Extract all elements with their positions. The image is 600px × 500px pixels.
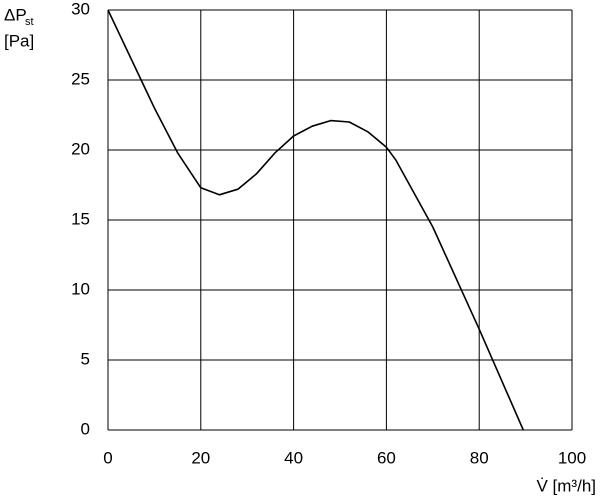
y-axis-subscript: st	[25, 16, 34, 28]
x-tick-label: 40	[284, 448, 303, 467]
x-tick-label: 60	[377, 448, 396, 467]
x-axis-label: V̇ [m³/h]	[536, 476, 596, 495]
y-axis-symbol: ΔP	[4, 5, 27, 24]
x-tick-label: 100	[558, 448, 586, 467]
y-tick-label: 5	[81, 349, 90, 368]
y-tick-label: 30	[71, 0, 90, 18]
y-tick-label: 0	[81, 419, 90, 438]
x-tick-label: 20	[191, 448, 210, 467]
y-tick-label: 25	[71, 69, 90, 88]
y-tick-label: 20	[71, 139, 90, 158]
curve	[107, 9, 525, 431]
y-tick-label: 15	[71, 209, 90, 228]
x-tick-label: 0	[103, 448, 112, 467]
x-tick-label: 80	[470, 448, 489, 467]
y-tick-label: 10	[71, 279, 90, 298]
y-axis-unit: [Pa]	[4, 31, 34, 50]
